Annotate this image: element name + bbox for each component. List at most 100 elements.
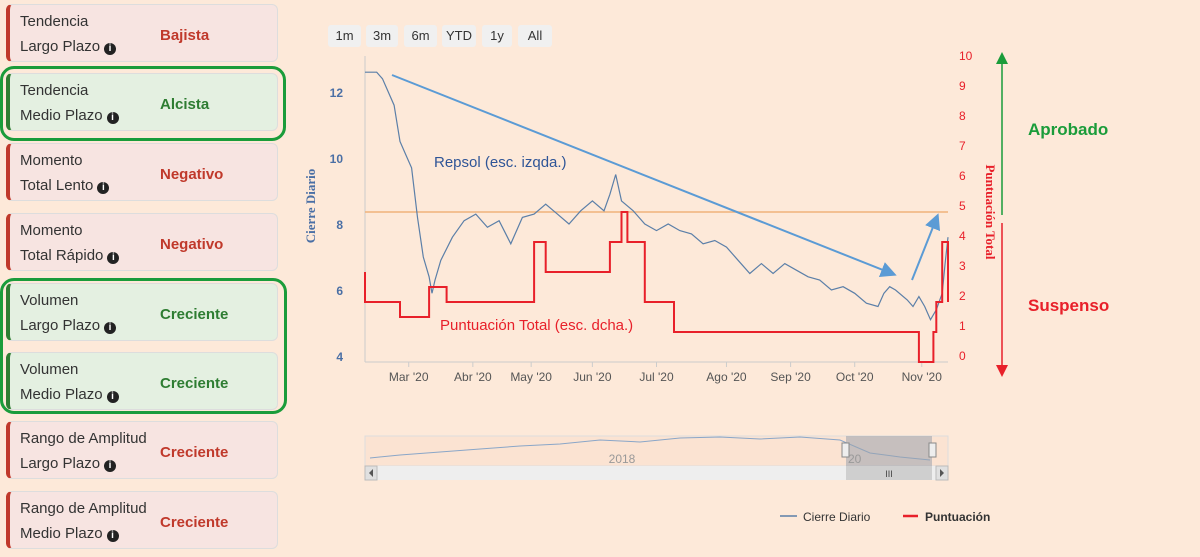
legend-score-label: Puntuación: [925, 510, 990, 524]
indicator-subtitle-text: Total Lento: [20, 177, 94, 194]
indicator-subtitle: Total Rápido i: [20, 247, 120, 264]
highlight-box: [0, 66, 286, 141]
indicator-subtitle: Medio Plazo i: [20, 525, 119, 542]
indicator-subtitle-text: Total Rápido: [20, 247, 104, 264]
indicator-subtitle-text: Medio Plazo: [20, 107, 103, 124]
navigator-year-label: 2018: [609, 452, 636, 466]
right-tick-label: 1: [959, 319, 966, 333]
range-button-3m[interactable]: 3m: [366, 25, 398, 47]
info-circle-icon[interactable]: i: [107, 252, 120, 264]
indicator-title: Momento: [20, 152, 83, 169]
indicator-title: Tendencia: [20, 13, 89, 30]
indicator-title: Rango de Amplitud: [20, 430, 147, 447]
right-tick-label: 2: [959, 289, 966, 303]
indicator-status: Creciente: [160, 306, 229, 323]
x-tick-label: Jun '20: [573, 370, 612, 384]
info-circle-icon[interactable]: i: [106, 391, 119, 403]
info-circle-icon[interactable]: i: [106, 112, 119, 124]
indicator-subtitle: Total Lento i: [20, 177, 110, 194]
scroll-grip-icon: III: [885, 469, 893, 479]
left-tick-label: 4: [336, 350, 343, 364]
indicator-status: Creciente: [160, 375, 229, 392]
indicator-subtitle: Medio Plazo i: [20, 386, 119, 403]
indicator-title: Rango de Amplitud: [20, 500, 147, 517]
indicator-status: Bajista: [160, 27, 210, 44]
indicator-subtitle: Medio Plazo i: [20, 107, 119, 124]
indicator-subtitle: Largo Plazo i: [20, 455, 117, 472]
range-button-1m[interactable]: 1m: [328, 25, 361, 47]
navigator-handle-left: [841, 442, 850, 458]
right-tick-label: 8: [959, 109, 966, 123]
x-tick-label: Ago '20: [706, 370, 747, 384]
left-tick-label: 10: [330, 152, 344, 166]
indicator-panel: Tendencia Largo Plazo i Bajista Tendencia Med…: [0, 0, 290, 557]
highlight-box: [0, 278, 287, 414]
indicator-card: Rango de Amplitud Largo Plazo i Creciente: [6, 421, 278, 479]
indicator-status: Creciente: [160, 444, 229, 461]
left-tick-label: 6: [336, 284, 343, 298]
indicator-title: Volumen: [20, 292, 79, 309]
indicator-subtitle-text: Medio Plazo: [20, 386, 103, 403]
indicator-subtitle-text: Largo Plazo: [20, 455, 101, 472]
info-circle-icon[interactable]: i: [97, 182, 110, 194]
score-series-annotation: Puntuación Total (esc. dcha.): [440, 317, 633, 334]
x-tick-label: May '20: [510, 370, 552, 384]
indicator-card: Momento Total Lento i Negativo: [6, 143, 278, 201]
indicator-card: Tendencia Largo Plazo i Bajista: [6, 4, 278, 62]
indicator-status: Negativo: [160, 236, 224, 253]
x-tick-label: Oct '20: [836, 370, 874, 384]
price-series-line: [365, 71, 949, 322]
scrollbar-track: [365, 466, 948, 480]
right-axis-title: Puntuación Total: [983, 164, 998, 259]
approved-label: Aprobado: [1028, 120, 1109, 139]
range-button-6m[interactable]: 6m: [404, 25, 437, 47]
navigator-window: [846, 436, 932, 466]
indicator-status: Creciente: [160, 514, 229, 531]
score-series-line: [364, 211, 949, 363]
right-tick-label: 0: [959, 349, 966, 363]
x-tick-label: Abr '20: [454, 370, 492, 384]
range-button-1y[interactable]: 1y: [482, 25, 512, 47]
navigator-handle-right: [928, 442, 937, 458]
x-tick-label: Mar '20: [389, 370, 429, 384]
indicator-card: Tendencia Medio Plazo i Alcista: [6, 73, 278, 131]
indicator-title: Tendencia: [20, 82, 89, 99]
x-tick-label: Nov '20: [902, 370, 943, 384]
info-circle-icon[interactable]: i: [104, 322, 117, 334]
indicator-subtitle-text: Medio Plazo: [20, 525, 103, 542]
range-button-ytd[interactable]: YTD: [442, 25, 476, 47]
indicator-card: Momento Total Rápido i Negativo: [6, 213, 278, 271]
right-tick-label: 10: [959, 49, 973, 63]
left-axis-title: Cierre Diario: [303, 169, 318, 243]
chevron-right-icon: [940, 469, 944, 477]
chevron-left-icon: [369, 469, 373, 477]
right-tick-label: 4: [959, 229, 966, 243]
scrollbar-thumb: [846, 466, 932, 480]
info-circle-icon[interactable]: i: [104, 43, 117, 55]
right-tick-label: 7: [959, 139, 966, 153]
indicator-subtitle-text: Largo Plazo: [20, 38, 101, 55]
uptrend-arrow: [911, 213, 941, 281]
indicator-title: Volumen: [20, 361, 79, 378]
legend-price-label: Cierre Diario: [803, 510, 871, 524]
indicator-status: Alcista: [160, 96, 210, 113]
range-button-all[interactable]: All: [518, 25, 552, 47]
left-tick-label: 12: [330, 86, 344, 100]
failed-label: Suspenso: [1028, 296, 1110, 315]
indicator-subtitle: Largo Plazo i: [20, 38, 117, 55]
indicator-title: Momento: [20, 222, 83, 239]
info-circle-icon[interactable]: i: [104, 460, 117, 472]
indicator-card: Volumen Largo Plazo i Creciente: [6, 283, 278, 341]
indicator-subtitle: Largo Plazo i: [20, 317, 117, 334]
info-circle-icon[interactable]: i: [106, 530, 119, 542]
right-tick-label: 9: [959, 79, 966, 93]
navigator-year-label: 20: [848, 452, 862, 466]
indicator-card: Volumen Medio Plazo i Creciente: [6, 352, 278, 410]
price-series-annotation: Repsol (esc. izqda.): [434, 154, 567, 171]
left-tick-label: 8: [336, 218, 343, 232]
right-tick-label: 3: [959, 259, 966, 273]
x-tick-label: Sep '20: [770, 370, 811, 384]
indicator-card: Rango de Amplitud Medio Plazo i Creciente: [6, 491, 278, 549]
right-tick-label: 6: [959, 169, 966, 183]
